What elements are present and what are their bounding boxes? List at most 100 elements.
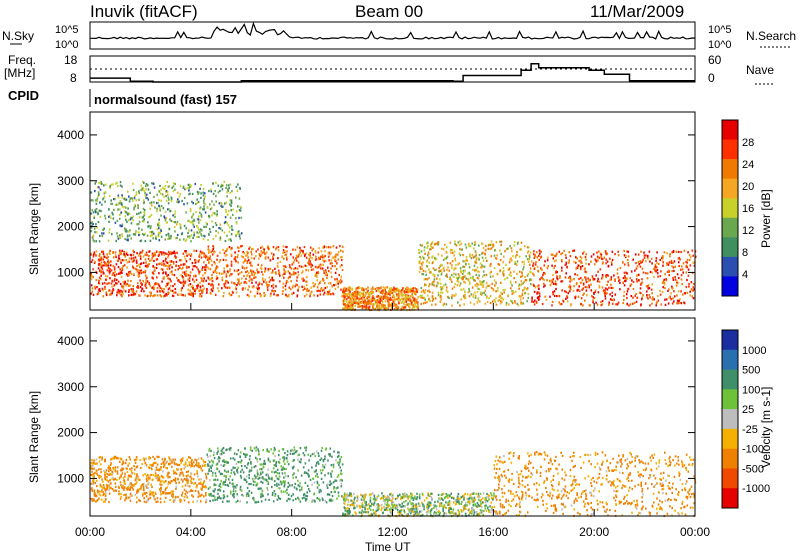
echo-cell (124, 215, 127, 218)
echo-cell (421, 244, 423, 247)
echo-cell (257, 500, 260, 503)
echo-cell (275, 246, 278, 249)
echo-cell (146, 486, 148, 489)
echo-cell (551, 304, 553, 307)
echo-cell (453, 275, 455, 278)
echo-cell (646, 294, 648, 297)
echo-cell (280, 465, 282, 468)
echo-cell (226, 222, 228, 225)
echo-cell (292, 291, 295, 294)
echo-cell (106, 479, 108, 482)
echo-cell (633, 301, 636, 305)
echo-cell (168, 462, 170, 466)
echo-cell (361, 296, 364, 299)
echo-cell (208, 282, 210, 285)
echo-cell (511, 289, 513, 293)
echo-cell (671, 287, 673, 290)
echo-cell (194, 458, 196, 461)
echo-cell (393, 286, 395, 289)
echo-cell (597, 259, 599, 262)
echo-cell (337, 474, 340, 477)
echo-cell (132, 215, 134, 218)
echo-cell (188, 220, 190, 223)
echo-cell (121, 267, 123, 270)
echo-cell (291, 473, 294, 477)
echo-cell (290, 267, 293, 270)
echo-cell (432, 260, 435, 263)
echo-cell (194, 489, 197, 492)
echo-cell (340, 249, 342, 252)
echo-cell (177, 268, 179, 271)
echo-cell (629, 277, 631, 280)
echo-cell (158, 469, 161, 472)
echo-cell (201, 266, 204, 269)
echo-cell (172, 262, 175, 265)
echo-cell (464, 243, 467, 246)
echo-cell (109, 472, 112, 476)
echo-cell (576, 265, 579, 268)
echo-cell (480, 281, 483, 284)
echo-cell (133, 464, 135, 468)
echo-cell (478, 274, 480, 277)
echo-cell (223, 285, 226, 288)
echo-cell (428, 261, 430, 264)
echo-cell (635, 267, 638, 270)
echo-cell (636, 296, 638, 299)
echo-cell (96, 197, 99, 200)
echo-cell (362, 294, 365, 297)
echo-cell (430, 245, 433, 248)
echo-cell (176, 236, 178, 240)
echo-cell (385, 286, 387, 289)
echo-cell (162, 470, 164, 473)
echo-cell (514, 300, 516, 303)
echo-cell (152, 182, 155, 186)
echo-cell (543, 282, 545, 285)
echo-cell (125, 230, 127, 233)
echo-cell (175, 463, 178, 466)
echo-cell (408, 305, 410, 308)
echo-cell (346, 289, 348, 292)
echo-cell (250, 466, 253, 469)
echo-cell (164, 184, 167, 187)
echo-cell (321, 289, 324, 292)
echo-cell (103, 184, 105, 187)
echo-cell (112, 468, 115, 471)
echo-cell (179, 500, 182, 503)
echo-cell (114, 477, 116, 480)
echo-cell (90, 487, 93, 491)
echo-cell (122, 292, 124, 295)
echo-cell (660, 303, 662, 306)
echo-cell (90, 226, 93, 229)
echo-cell (127, 274, 129, 277)
echo-cell (551, 280, 554, 283)
echo-cell (331, 494, 334, 498)
echo-cell (147, 221, 149, 224)
echo-cell (178, 195, 181, 198)
echo-cell (173, 472, 175, 475)
echo-cell (385, 291, 387, 294)
echo-cell (208, 278, 211, 281)
echo-cell (195, 210, 197, 214)
echo-cell (540, 256, 542, 259)
echo-cell (166, 460, 169, 463)
echo-cell (198, 270, 200, 273)
echo-cell (108, 220, 110, 223)
echo-cell (688, 258, 691, 262)
echo-cell (132, 488, 135, 491)
echo-cell (191, 200, 193, 203)
echo-cell (104, 475, 106, 478)
echo-cell (136, 264, 138, 268)
echo-cell (623, 254, 626, 257)
echo-cell (151, 485, 153, 488)
echo-cell (283, 276, 285, 279)
echo-cell (170, 289, 172, 292)
echo-cell (151, 276, 154, 279)
echo-cell (153, 254, 155, 257)
echo-cell (297, 496, 299, 499)
echo-cell (139, 266, 141, 269)
echo-cell (411, 290, 414, 293)
echo-cell (238, 197, 241, 200)
echo-cell (348, 296, 351, 299)
echo-cell (579, 255, 582, 258)
echo-cell (483, 265, 486, 268)
